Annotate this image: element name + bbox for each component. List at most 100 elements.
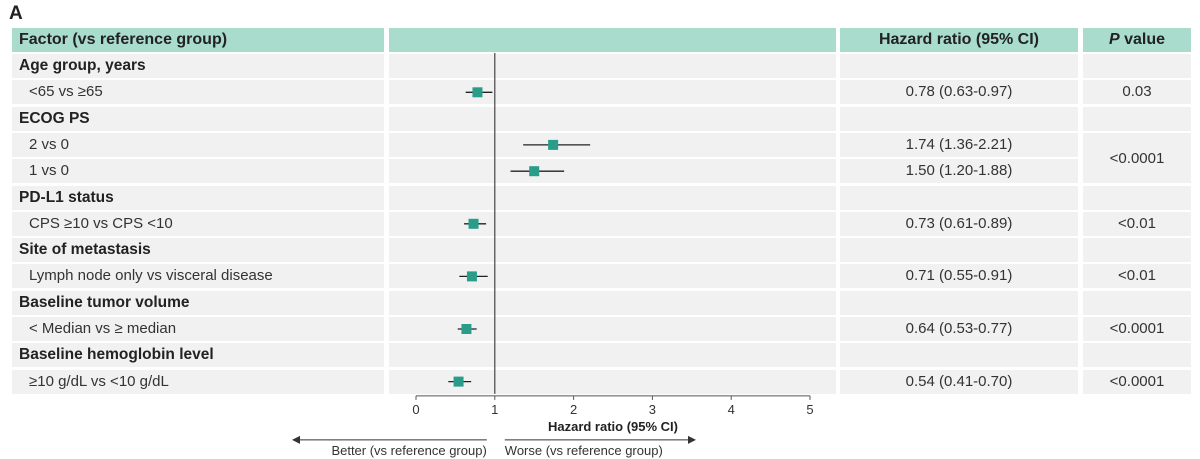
p-value-header-rest: value [1119,31,1166,48]
factor-row: CPS ≥10 vs CPS <10 0.73 (0.61-0.89) <0.01 [0,211,1200,236]
p-value-cell [1083,185,1191,210]
category-label: Age group, years [19,57,146,74]
p-value-cell [1083,290,1191,315]
panel-label: A [9,3,23,24]
plot-cell [389,238,836,263]
hr-cell [840,211,1078,236]
factor-cell [12,106,384,131]
factor-label: Lymph node only vs visceral disease [29,267,273,285]
hr-cell [840,317,1078,341]
hazard-ratio-value: 0.73 (0.61-0.89) [905,214,1013,232]
factor-label: <65 vs ≥65 [29,83,103,101]
factor-cell [12,54,384,78]
plot-cell [389,106,836,131]
hazard-ratio-value: 0.54 (0.41-0.70) [905,372,1013,390]
category-label: Site of metastasis [19,241,151,259]
hr-cell [840,343,1078,368]
hr-marker [472,87,483,98]
factor-cell [12,159,384,184]
hr-cell [840,185,1078,210]
p-value-header-italic: P [1108,31,1120,48]
p-value-cell [1083,211,1191,236]
x-tick-label: 0 [412,402,419,417]
factor-label: 2 vs 0 [29,135,70,153]
x-tick-label: 4 [728,402,735,417]
plot-cell [389,211,836,236]
plot-cell [389,343,836,368]
hazard-ratio-value: 1.74 (1.36-2.21) [905,135,1013,153]
category-label: PD-L1 status [19,188,114,206]
factor-label: 1 vs 0 [29,162,70,180]
factor-cell [12,317,384,341]
factor-cell [12,343,384,368]
hazard-ratio-value: 1.50 (1.20-1.88) [905,162,1013,180]
p-value-cell [1083,54,1191,78]
category-row: ECOG PS [0,106,1200,131]
factor-label: ≥10 g/dL vs <10 g/dL [29,372,169,390]
factor-row: < Median vs ≥ median 0.64 (0.53-0.77) <0.0… [0,317,1200,341]
factor-cell [12,211,384,236]
p-value-header: P value [1083,28,1191,52]
factor-label: CPS ≥10 vs CPS <10 [29,214,173,232]
p-value-cell [1083,317,1191,341]
hr-marker [529,166,540,177]
category-label: Baseline hemoglobin level [19,346,214,364]
hr-cell [840,132,1078,157]
plot-cell [389,80,836,105]
p-value: <0.01 [1118,214,1156,232]
p-value: <0.0001 [1109,320,1165,337]
ecog-p-value: <0.0001 [1083,132,1191,184]
category-label: Baseline tumor volume [19,293,190,311]
factor-cell [12,290,384,315]
hr-cell [840,106,1078,131]
factor-header: Factor (vs reference group) [12,28,384,52]
plot-cell [389,185,836,210]
x-tick-label: 3 [649,402,656,417]
worse-arrowhead [688,435,696,444]
hr-marker [466,271,477,282]
category-label: ECOG PS [19,109,90,127]
p-value-cell [1083,369,1191,394]
category-row: Baseline hemoglobin level [0,343,1200,368]
p-value: <0.0001 [1109,372,1165,390]
plot-cell [389,290,836,315]
x-tick-label: 2 [570,402,577,417]
factor-cell [12,238,384,263]
x-tick-label: 5 [806,402,813,417]
category-row: PD-L1 status [0,185,1200,210]
x-axis-label: Hazard ratio (95% CI) [548,419,678,434]
factor-cell [12,264,384,289]
p-value-cell [1083,264,1191,289]
plot-header [389,28,836,52]
factor-cell [12,369,384,394]
p-value: 0.03 [1122,83,1152,101]
p-value: <0.01 [1118,267,1156,285]
factor-row: Lymph node only vs visceral disease 0.71 … [0,264,1200,289]
category-row: Age group, years [0,54,1200,78]
hr-marker [453,376,464,387]
hazard-ratio-value: 0.64 (0.53-0.77) [905,320,1013,337]
hr-cell [840,290,1078,315]
hr-cell [840,264,1078,289]
hr-marker [461,324,472,334]
plot-cell [389,132,836,157]
hazard-ratio-header: Hazard ratio (95% CI) [840,28,1078,52]
better-label: Better (vs reference group) [331,443,486,458]
factor-row: <65 vs ≥65 0.78 (0.63-0.97) 0.03 [0,80,1200,105]
p-value-cell [1083,106,1191,131]
p-value-cell [1083,80,1191,105]
worse-label: Worse (vs reference group) [505,443,663,458]
hr-cell [840,159,1078,184]
p-value-cell [1083,238,1191,263]
hazard-ratio-value: 0.78 (0.63-0.97) [905,83,1013,101]
factor-row: 2 vs 0 1.74 (1.36-2.21) [0,132,1200,157]
factor-label: < Median vs ≥ median [29,320,177,337]
hr-marker [468,218,479,229]
factor-cell [12,80,384,105]
plot-cell [389,159,836,184]
hr-cell [840,54,1078,78]
category-row: Site of metastasis [0,238,1200,263]
p-value-cell [1083,343,1191,368]
hr-cell [840,80,1078,105]
